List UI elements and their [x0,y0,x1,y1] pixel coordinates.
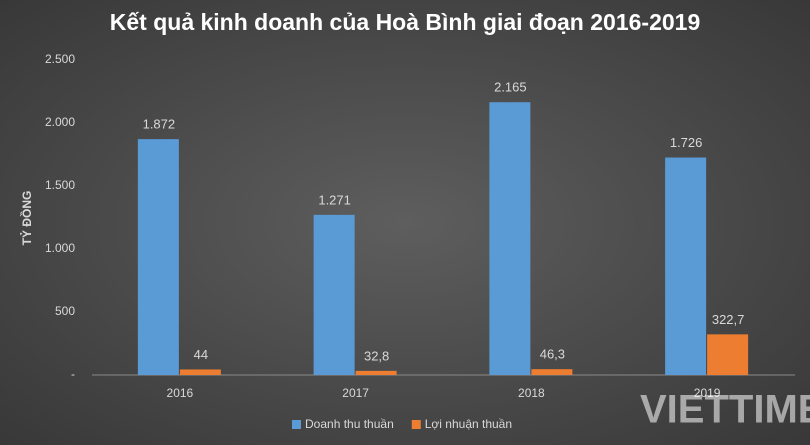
x-tick-label: 2018 [518,386,545,400]
legend-label: Doanh thu thuần [305,417,394,431]
x-tick-label: 2019 [694,386,721,400]
value-label: 32,8 [364,348,389,363]
y-axis-label: TỶ ĐỒNG [19,191,34,246]
y-tick-label: 1.500 [45,178,75,192]
bar [179,369,221,375]
y-tick-label: 2.000 [45,115,75,129]
bar [137,139,179,375]
bar [489,102,531,376]
legend-swatch [292,420,301,429]
bar [531,369,573,375]
value-label: 44 [194,347,208,362]
legend-swatch [411,420,421,429]
bar [707,334,749,375]
value-label: 1.726 [670,135,703,150]
legend-label: Lợi nhuận thuần [425,417,512,431]
y-tick-label: - [71,367,75,381]
bar [665,157,707,375]
x-tick-label: 2017 [342,386,369,400]
y-tick-label: 1.000 [45,241,75,255]
value-label: 1.872 [143,117,176,132]
bar [313,214,355,375]
bar [355,370,397,375]
chart-title: Kết quả kinh doanh của Hoà Bình giai đoạ… [110,9,700,35]
x-tick-label: 2016 [167,386,194,400]
value-label: 46,3 [540,347,565,362]
value-label: 322,7 [712,312,745,327]
value-label: 2.165 [494,80,527,95]
value-label: 1.271 [318,192,351,207]
y-tick-label: 2.500 [45,52,75,66]
y-tick-label: 500 [55,304,75,318]
watermark: VIETTIMES [640,388,810,432]
